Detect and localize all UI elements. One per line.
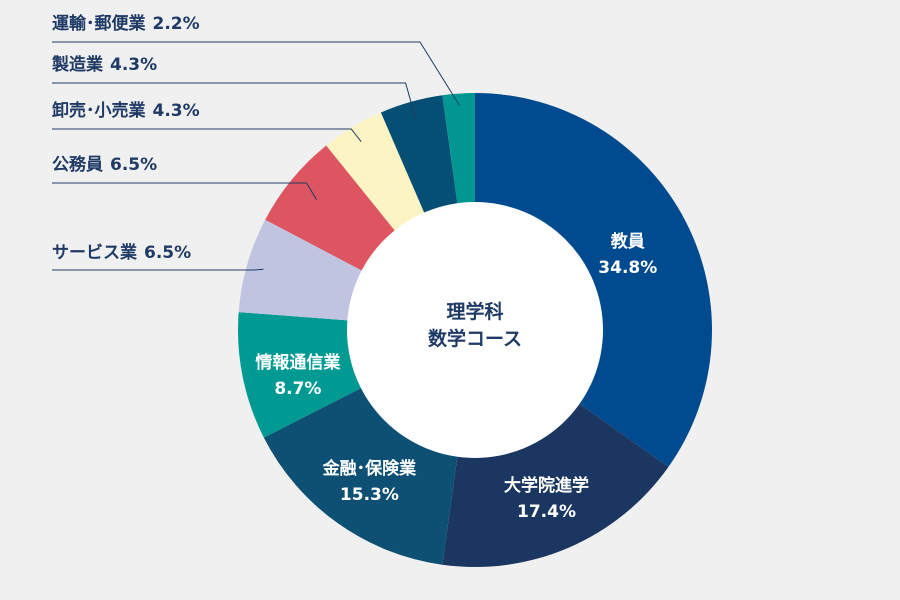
slice-labels: 教員 34.8% 大学院進学 17.4% 金融･保険業 15.3% 情報通信業 8.7% サービ… xyxy=(51,13,657,522)
outer-label-value-7: 4.3% xyxy=(110,55,157,75)
outer-label-4: サービス業 6.5% xyxy=(52,242,191,263)
outer-label-value-5: 6.5% xyxy=(110,155,157,175)
leader-lines xyxy=(52,41,460,271)
center-label-line-1: 理学科 xyxy=(446,300,503,323)
outer-label-value-8: 2.2% xyxy=(153,14,200,34)
leader-line-5 xyxy=(52,182,318,201)
slice-value-0: 34.8% xyxy=(598,258,657,278)
outer-label-name-6: 卸売･小売業 xyxy=(52,100,146,121)
slice-label-2: 金融･保険業 xyxy=(322,458,417,479)
outer-label-8: 運輸･郵便業 2.2% xyxy=(52,13,200,34)
slice-value-1: 17.4% xyxy=(517,502,576,522)
slice-value-3: 8.7% xyxy=(274,379,321,399)
slice-value-2: 15.3% xyxy=(340,485,399,505)
outer-label-name-7: 製造業 xyxy=(51,54,103,75)
outer-label-5: 公務員 6.5% xyxy=(52,154,157,175)
outer-label-6: 卸売･小売業 4.3% xyxy=(52,100,200,121)
leader-line-8 xyxy=(52,41,460,106)
slice-label-0: 教員 xyxy=(610,231,645,252)
slice-label-3: 情報通信業 xyxy=(255,352,340,373)
outer-label-value-4: 6.5% xyxy=(144,243,191,263)
leader-line-4 xyxy=(52,268,264,271)
outer-label-name-8: 運輸･郵便業 xyxy=(52,13,146,34)
center-label-line-2: 数学コース xyxy=(428,327,522,350)
slice-0 xyxy=(475,93,712,467)
outer-label-name-4: サービス業 xyxy=(52,242,137,263)
outer-label-name-5: 公務員 xyxy=(52,154,103,175)
outer-label-7: 製造業 4.3% xyxy=(51,54,157,75)
outer-label-value-6: 4.3% xyxy=(153,101,200,121)
donut-hole xyxy=(347,202,603,458)
slice-label-1: 大学院進学 xyxy=(504,475,589,496)
leader-line-7 xyxy=(52,82,417,119)
leader-line-6 xyxy=(52,128,362,143)
